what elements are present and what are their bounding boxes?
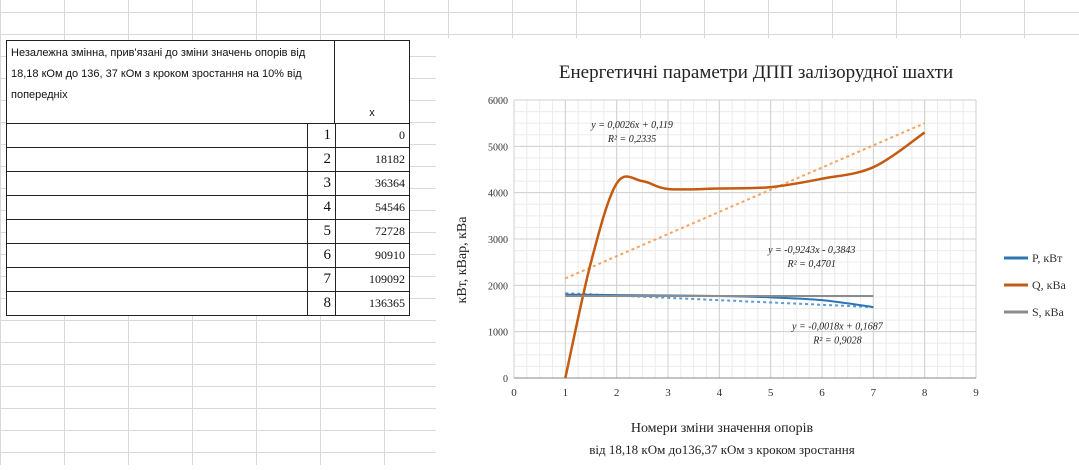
blank-cell[interactable] bbox=[7, 244, 308, 267]
x-value-cell[interactable]: 36364 bbox=[375, 176, 405, 190]
x-axis-label-line1: Номери зміни значення опорів bbox=[631, 421, 814, 436]
blank-cell[interactable] bbox=[7, 172, 308, 195]
index-cell[interactable]: 6 bbox=[308, 244, 336, 267]
header-description[interactable]: Незалежна змінна, прив'язані до зміни зн… bbox=[7, 41, 335, 123]
blank-cell[interactable] bbox=[7, 124, 308, 147]
legend-label-2: Q, кВа bbox=[1032, 278, 1067, 292]
x-tick-label: 9 bbox=[973, 387, 979, 399]
x-value-cell[interactable]: 136365 bbox=[369, 296, 405, 310]
x-value-cell[interactable]: 18182 bbox=[375, 152, 405, 166]
index-cell[interactable]: 3 bbox=[308, 172, 336, 195]
chart-title: Енергетичні параметри ДПП залізорудної ш… bbox=[559, 62, 953, 83]
x-value-cell[interactable]: 109092 bbox=[369, 272, 405, 286]
table-row: 4 54546 bbox=[7, 196, 409, 220]
index-cell[interactable]: 7 bbox=[308, 268, 336, 291]
x-tick-label: 7 bbox=[871, 387, 877, 399]
index-cell[interactable]: 1 bbox=[308, 124, 336, 147]
y-tick-label: 5000 bbox=[488, 142, 508, 153]
index-cell[interactable]: 5 bbox=[308, 220, 336, 243]
legend-label-1: P, кВт bbox=[1032, 251, 1063, 265]
trendline-r2: R² = 0,9028 bbox=[812, 335, 861, 346]
blank-cell[interactable] bbox=[7, 292, 308, 315]
table-header: Незалежна змінна, прив'язані до зміни зн… bbox=[7, 41, 409, 124]
x-value-cell[interactable]: 54546 bbox=[375, 200, 405, 214]
table-row: 8 136365 bbox=[7, 292, 409, 315]
legend-label-3: S, кВа bbox=[1032, 305, 1065, 319]
blank-cell[interactable] bbox=[7, 148, 308, 171]
table-row: 3 36364 bbox=[7, 172, 409, 196]
trendline-equation: y = 0,0026x + 0,119 bbox=[590, 120, 673, 131]
blank-cell[interactable] bbox=[7, 268, 308, 291]
trendline-r2: R² = 0,4701 bbox=[787, 259, 836, 270]
y-tick-label: 4000 bbox=[488, 189, 508, 200]
table-row: 6 90910 bbox=[7, 244, 409, 268]
trendline-r2: R² = 0,2335 bbox=[607, 134, 656, 145]
x-tick-label: 2 bbox=[614, 387, 620, 399]
chart-svg: Енергетичні параметри ДПП залізорудної ш… bbox=[455, 62, 1067, 457]
table-body: 1 0 2 18182 3 36364 4 54546 5 72728 6 90910 7 109092 8… bbox=[7, 124, 409, 315]
plot-area: 0 1 2 3 4 5 6 7 8 9 0 1000 2000 3000 4000 5000 6000 y = 0… bbox=[488, 96, 979, 399]
index-cell[interactable]: 4 bbox=[308, 196, 336, 219]
blank-cell[interactable] bbox=[7, 220, 308, 243]
x-tick-label: 0 bbox=[511, 387, 517, 399]
x-axis-label-line2: від 18,18 кОм до136,37 кОм з кроком зрос… bbox=[589, 442, 854, 457]
y-tick-label: 2000 bbox=[488, 281, 508, 292]
trendline bbox=[564, 122, 926, 280]
y-tick-label: 1000 bbox=[488, 328, 508, 339]
y-tick-label: 0 bbox=[503, 374, 508, 385]
legend: P, кВт Q, кВа S, кВа bbox=[1004, 251, 1067, 319]
index-cell[interactable]: 8 bbox=[308, 292, 336, 315]
y-axis-label: кВт, кВар, кВа bbox=[455, 216, 470, 304]
blank-cell[interactable] bbox=[7, 196, 308, 219]
table-row: 7 109092 bbox=[7, 268, 409, 292]
x-value-cell[interactable]: 72728 bbox=[375, 224, 405, 238]
index-cell[interactable]: 2 bbox=[308, 148, 336, 171]
x-tick-label: 3 bbox=[665, 387, 671, 399]
series-line-2 bbox=[564, 131, 926, 379]
x-tick-label: 5 bbox=[768, 387, 774, 399]
x-value-cell[interactable]: 90910 bbox=[375, 248, 405, 262]
x-value-cell[interactable]: 0 bbox=[399, 128, 405, 142]
y-tick-label: 6000 bbox=[488, 96, 508, 107]
x-tick-label: 1 bbox=[563, 387, 569, 399]
header-x[interactable]: x bbox=[369, 107, 375, 119]
chart-container[interactable]: Енергетичні параметри ДПП залізорудної ш… bbox=[436, 38, 1079, 465]
x-tick-label: 4 bbox=[717, 387, 723, 399]
table-row: 5 72728 bbox=[7, 220, 409, 244]
trendline-equation: y = -0,0018x + 0,1687 bbox=[791, 321, 884, 332]
x-tick-label: 6 bbox=[819, 387, 825, 399]
trendline-equation: y = -0,9243x - 0,3843 bbox=[767, 245, 855, 256]
x-tick-label: 8 bbox=[922, 387, 928, 399]
data-table: Незалежна змінна, прив'язані до зміни зн… bbox=[6, 40, 410, 316]
y-tick-label: 3000 bbox=[488, 235, 508, 246]
table-row: 2 18182 bbox=[7, 148, 409, 172]
